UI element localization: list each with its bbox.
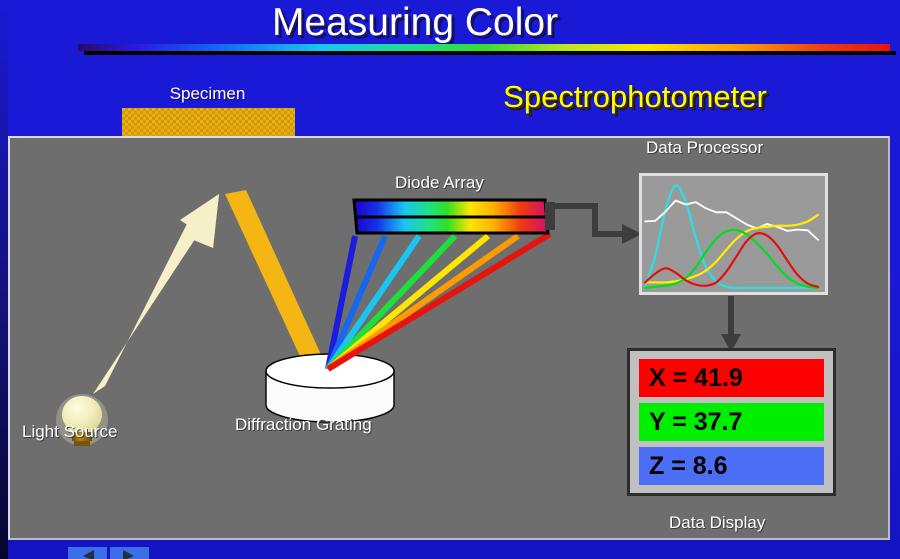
dispersed-rays xyxy=(325,231,552,372)
next-slide-button[interactable] xyxy=(110,547,149,559)
slide-navigation xyxy=(68,547,150,559)
triangle-left-icon xyxy=(83,550,94,559)
data-display-panel: X = 41.9 Y = 37.7 Z = 8.6 xyxy=(627,348,836,496)
subtitle: Spectrophotometer xyxy=(503,79,767,114)
signal-arrow-to-processor xyxy=(553,203,622,237)
display-row-y: Y = 37.7 xyxy=(639,403,824,441)
specimen-label: Specimen xyxy=(169,84,246,103)
diagram-stage: Light Source Diffraction Grating Diode A… xyxy=(8,136,890,540)
page-title: Measuring Color xyxy=(271,1,559,44)
chart-series-reflectance xyxy=(643,213,820,284)
chart-series-illuminant xyxy=(644,199,819,241)
incident-beam-arrow xyxy=(93,194,219,394)
display-value-y: Y = 37.7 xyxy=(649,407,743,436)
diffraction-grating-label: Diffraction Grating xyxy=(235,415,372,434)
rainbow-divider-bar xyxy=(78,44,890,51)
light-source-label: Light Source xyxy=(22,422,118,441)
display-row-x: X = 41.9 xyxy=(639,359,824,397)
data-display-label: Data Display xyxy=(669,513,766,532)
display-value-z: Z = 8.6 xyxy=(649,451,728,480)
light-bulb-icon xyxy=(56,394,108,446)
data-processor-label: Data Processor xyxy=(646,138,764,157)
diode-array-bar xyxy=(352,198,555,235)
rainbow-divider-shadow xyxy=(84,51,896,55)
left-edge-strip xyxy=(0,0,8,559)
previous-slide-button[interactable] xyxy=(68,547,107,559)
chart-plot-area xyxy=(643,184,820,290)
diffraction-grating xyxy=(265,353,395,423)
chart-series-x-bar xyxy=(643,231,820,288)
chart-series-y-bar xyxy=(643,228,820,290)
signal-arrow-to-display xyxy=(721,296,741,352)
diode-array-label: Diode Array xyxy=(395,173,484,192)
data-processor-chart xyxy=(639,173,828,295)
display-row-z: Z = 8.6 xyxy=(639,447,824,485)
display-value-x: X = 41.9 xyxy=(649,363,743,392)
specimen-swatch xyxy=(122,108,295,139)
chart-series-z-bar xyxy=(643,184,820,290)
triangle-right-icon xyxy=(123,550,134,559)
diagram-graphics xyxy=(56,190,741,446)
signal-arrow-head xyxy=(622,224,642,244)
rainbow-divider xyxy=(78,44,896,56)
